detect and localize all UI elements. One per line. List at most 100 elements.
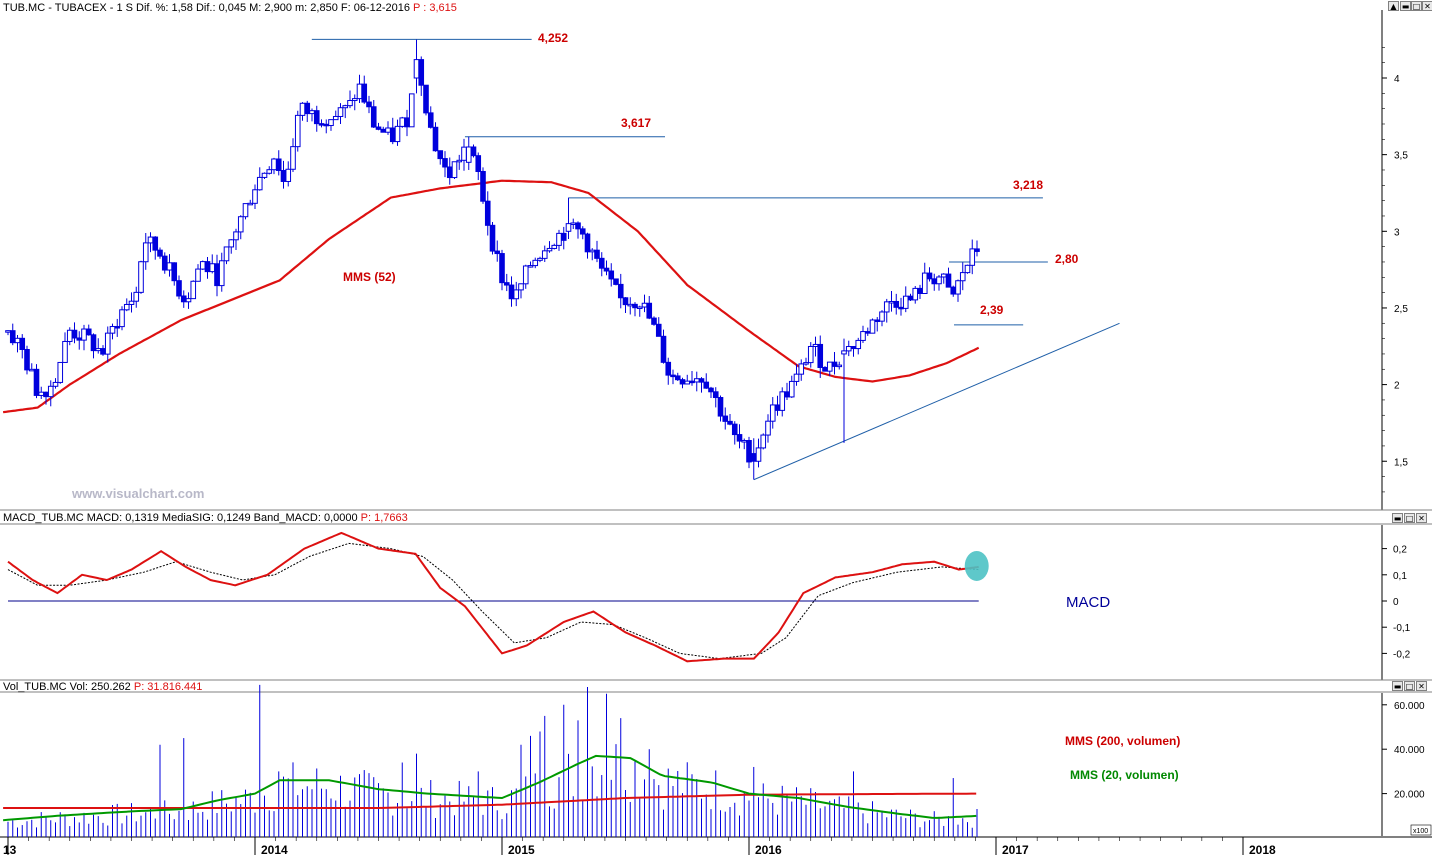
candle-body — [166, 262, 173, 271]
candle-body — [513, 289, 520, 300]
candle-body — [323, 123, 330, 127]
candle-body — [408, 93, 415, 128]
candle-body — [613, 278, 619, 285]
candle-body — [917, 287, 923, 294]
x-tick-label: 13 — [3, 843, 17, 857]
watermark: www.visualchart.com — [71, 486, 204, 501]
candle-body — [845, 346, 852, 352]
candle-body — [95, 348, 102, 352]
candle-body — [731, 423, 738, 436]
candle-body — [271, 158, 277, 171]
vol-minimize-button[interactable]: ▬ — [1392, 681, 1403, 691]
candle-body — [119, 309, 125, 328]
level-label-3617: 3,617 — [621, 116, 651, 130]
macd-header-info: MACD_TUB.MC MACD: 0,1319 MediaSIG: 0,124… — [3, 512, 361, 524]
candle-body — [185, 298, 192, 303]
candle-body — [337, 107, 344, 117]
candle-body — [347, 100, 353, 107]
price-close-button[interactable]: ✕ — [1422, 1, 1432, 11]
candle-body — [665, 361, 672, 376]
candle-body — [499, 253, 505, 284]
candle-body — [541, 250, 548, 259]
candle-body — [451, 161, 458, 179]
candle-body — [313, 110, 320, 125]
ma52-path — [2, 179, 980, 414]
candle-body — [898, 306, 904, 310]
candle-body — [969, 248, 976, 266]
candle-body — [860, 331, 866, 341]
candle-body — [432, 126, 439, 152]
candle-body — [708, 387, 714, 393]
candle-body — [14, 337, 21, 344]
candle-body — [902, 295, 909, 309]
macd-highlight-circle — [964, 550, 989, 581]
candle-body — [826, 361, 833, 372]
candle-body — [199, 261, 206, 270]
candle-body — [489, 224, 496, 252]
candle-body — [936, 276, 942, 285]
candle-body — [869, 319, 876, 334]
candle-body — [356, 83, 363, 100]
candle-body — [195, 268, 201, 282]
candle-body — [423, 84, 429, 114]
candle-body — [537, 257, 543, 261]
candle-body — [418, 59, 425, 86]
vol-pane-header: Vol_TUB.MC Vol: 250.262 P: 31.816.441 — [3, 681, 202, 693]
vol-close-button[interactable]: ✕ — [1416, 681, 1427, 691]
vol-unit-label: x100 — [1413, 828, 1428, 835]
price-minimize-button[interactable]: ▬ — [1400, 1, 1411, 11]
candle-body — [755, 447, 762, 462]
macd-maximize-button[interactable]: □ — [1404, 513, 1415, 523]
candle-body — [617, 283, 624, 299]
candle-body — [100, 348, 106, 355]
x-tick-label: 2016 — [755, 843, 782, 857]
candle-body — [926, 272, 933, 280]
candle-body — [285, 168, 292, 182]
vol-maximize-button[interactable]: □ — [1404, 681, 1415, 691]
x-tick-label: 2017 — [1002, 843, 1029, 857]
candle-body — [318, 123, 325, 126]
price-maximize-button[interactable]: □ — [1411, 1, 1422, 11]
candle-body — [404, 117, 410, 128]
candle-body — [413, 59, 420, 79]
vol-y-tick-label: 60.000 — [1394, 701, 1425, 712]
vol-y-tick-label: 20.000 — [1394, 790, 1425, 801]
candle-body — [456, 159, 463, 163]
candle-body — [133, 291, 140, 302]
candle-body — [841, 350, 847, 355]
candle-body — [442, 158, 448, 168]
candle-body — [893, 300, 900, 308]
candle-body — [736, 434, 743, 442]
macd-close-button[interactable]: ✕ — [1416, 513, 1427, 523]
candle-body — [750, 453, 757, 462]
candle-body — [589, 249, 596, 253]
candle-body — [575, 222, 581, 230]
candle-body — [784, 391, 790, 398]
candle-body — [579, 228, 586, 235]
candle-body — [660, 335, 667, 363]
candle-body — [294, 114, 301, 148]
price-scroll-up-button[interactable]: ▲ — [1388, 1, 1399, 11]
candle-body — [689, 380, 695, 384]
candle-body — [380, 128, 387, 133]
candle-body — [565, 223, 572, 232]
candle-body — [760, 434, 767, 449]
candle-body — [247, 202, 254, 206]
candle-body — [864, 331, 871, 334]
candle-body — [38, 391, 45, 396]
candle-body — [71, 329, 78, 339]
candle-body — [655, 323, 662, 337]
ma52-line — [2, 179, 980, 414]
candle-body — [266, 169, 273, 174]
volume-ma20-line — [3, 754, 977, 822]
candle-body — [361, 83, 368, 103]
candle-body — [727, 420, 733, 425]
candle-body — [907, 295, 914, 301]
macd-minimize-button[interactable]: ▬ — [1392, 513, 1403, 523]
candle-body — [684, 380, 691, 385]
candle-body — [366, 101, 372, 108]
candle-body — [5, 330, 11, 333]
macd-y-tick-label: 0,1 — [1393, 571, 1407, 582]
macd-pane-header: MACD_TUB.MC MACD: 0,1319 MediaSIG: 0,124… — [3, 512, 408, 524]
